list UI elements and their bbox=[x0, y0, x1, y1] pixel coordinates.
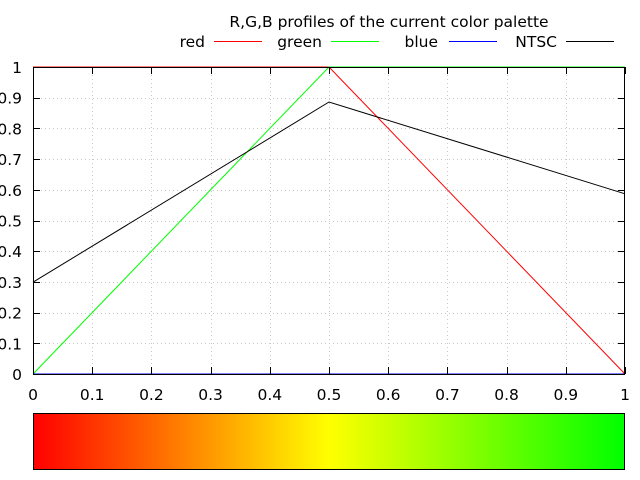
colorbar bbox=[33, 413, 625, 470]
y-tick-label: 0.7 bbox=[0, 151, 22, 169]
x-tick-label: 0.7 bbox=[435, 386, 460, 404]
y-tick-label: 0.1 bbox=[0, 335, 22, 353]
x-tick-label: 0.3 bbox=[198, 386, 223, 404]
x-tick-label: 1 bbox=[620, 386, 630, 404]
y-tick-label: 0 bbox=[12, 366, 22, 384]
y-tick-label: 0.8 bbox=[0, 120, 22, 138]
legend-label-ntsc: NTSC bbox=[515, 33, 557, 51]
legend-label-green: green bbox=[277, 33, 322, 51]
y-tick-label: 0.3 bbox=[0, 274, 22, 292]
x-tick-label: 0.1 bbox=[80, 386, 105, 404]
chart-title: R,G,B profiles of the current color pale… bbox=[229, 13, 548, 31]
y-tick-label: 0.2 bbox=[0, 305, 22, 323]
y-axis-ticks: 0 0.1 0.2 0.3 0.4 0.5 0.6 0.7 0.8 0.9 1 bbox=[0, 59, 625, 384]
legend: red green blue NTSC bbox=[180, 33, 614, 51]
legend-label-red: red bbox=[180, 33, 205, 51]
x-tick-label: 0.8 bbox=[494, 386, 519, 404]
grid bbox=[33, 67, 625, 374]
x-tick-label: 0.5 bbox=[317, 386, 342, 404]
x-tick-label: 0.2 bbox=[139, 386, 164, 404]
y-tick-label: 0.4 bbox=[0, 243, 22, 261]
y-tick-label: 1 bbox=[12, 59, 22, 77]
x-tick-label: 0 bbox=[28, 386, 38, 404]
y-tick-label: 0.9 bbox=[0, 90, 22, 108]
legend-label-blue: blue bbox=[404, 33, 438, 51]
series-line-ntsc bbox=[32, 101, 626, 283]
x-tick-label: 0.9 bbox=[553, 386, 578, 404]
x-tick-label: 0.4 bbox=[257, 386, 282, 404]
x-tick-label: 0.6 bbox=[376, 386, 401, 404]
x-axis-ticks: 0 0.1 0.2 0.3 0.4 0.5 0.6 0.7 0.8 0.9 1 bbox=[28, 67, 630, 404]
y-tick-label: 0.6 bbox=[0, 182, 22, 200]
y-tick-label: 0.5 bbox=[0, 213, 22, 231]
